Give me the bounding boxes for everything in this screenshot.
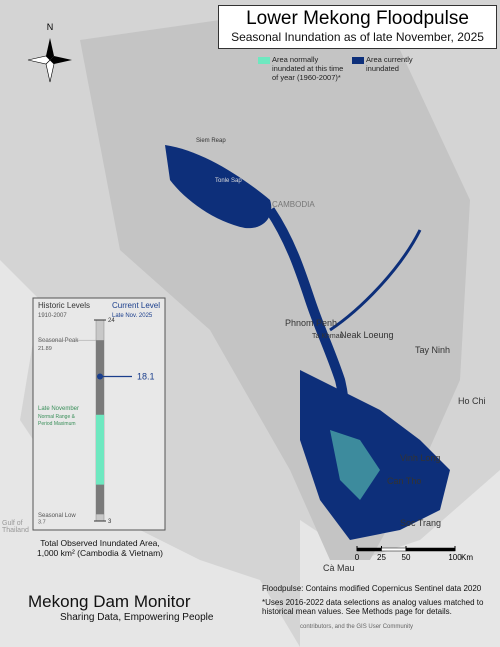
scale-unit: Km <box>461 553 473 562</box>
gauge-current-title: Current Level <box>112 301 160 310</box>
place-label: CAMBODIA <box>272 200 315 209</box>
gauge-late-note: Normal Range & <box>38 414 76 420</box>
gauge-late-label: Late November <box>38 406 79 412</box>
subtitle: Seasonal Inundation as of late November,… <box>231 30 484 44</box>
gauge-current-date: Late Nov. 2025 <box>112 313 153 319</box>
place-label: Can Tho <box>387 476 422 486</box>
legend-swatch <box>352 57 364 64</box>
note: *Uses 2016-2022 data selections as analo… <box>262 598 484 616</box>
place-label: Vinh Long <box>400 453 441 463</box>
gauge-tick-label: 3 <box>108 519 112 525</box>
place-label: Siem Reap <box>196 138 226 144</box>
legend-label: Area currently inundated <box>366 55 413 73</box>
place-label: Phnom Penh <box>285 318 338 328</box>
scale-label: 0 <box>355 553 360 562</box>
scale-segment <box>356 547 382 552</box>
brand: Mekong Dam Monitor <box>28 592 191 611</box>
place-label: Tonle Sap <box>215 178 242 184</box>
north-arrow <box>27 38 72 83</box>
gauge-tick-label: 24 <box>108 318 115 324</box>
tagline: Sharing Data, Empowering People <box>60 612 214 623</box>
scale-label: 50 <box>402 553 411 562</box>
gauge-low-label: Seasonal Low <box>38 513 76 519</box>
credit: Floodpulse: Contains modified Copernicus… <box>262 584 482 593</box>
north-label: N <box>47 22 54 32</box>
sea <box>0 260 300 647</box>
sea <box>300 470 500 647</box>
attribution: contributors, and the GIS User Community <box>300 624 414 630</box>
scale-bar: 0 25 50 100 Km <box>355 546 473 562</box>
scale-segment <box>405 547 456 552</box>
tonle-sap <box>165 145 272 229</box>
gauge-historic-title: Historic Levels <box>38 301 90 310</box>
title-box: Lower Mekong Floodpulse Seasonal Inundat… <box>218 5 497 49</box>
place-label: Tay Ninh <box>415 345 451 355</box>
scale-label: 25 <box>377 553 386 562</box>
delta <box>300 370 450 540</box>
gauge-current-value: 18.1 <box>137 371 155 381</box>
river <box>329 229 422 332</box>
place-label: Ho Chi <box>458 396 486 406</box>
place-label: Ta Khmau <box>312 333 344 340</box>
scale-segment <box>381 547 407 552</box>
legend-swatch <box>258 57 270 64</box>
gauge-caption: Total Observed Inundated Area, 1,000 km²… <box>37 538 163 558</box>
gauge-historic-years: 1910-2007 <box>38 313 67 319</box>
gauge-peak-label: Seasonal Peak <box>38 338 79 344</box>
gauge-current-marker <box>97 373 103 380</box>
gauge-peak-value: 21.89 <box>38 346 52 352</box>
gauge-low-value: 3.7 <box>38 519 46 525</box>
place-label: Soc Trang <box>400 518 442 528</box>
gauge-late-note: Period Maximum <box>38 421 76 427</box>
gauge-normal-range <box>96 414 104 485</box>
title: Lower Mekong Floodpulse <box>246 8 469 29</box>
delta-normal <box>330 430 380 500</box>
scale-label: 100 <box>448 553 462 562</box>
place-label: Cà Mau <box>323 563 355 573</box>
place-label: Neak Loeung <box>340 330 394 340</box>
place-label: Gulf of Thailand <box>2 520 29 534</box>
legend-label: Area normally inundated at this time of … <box>272 55 344 82</box>
